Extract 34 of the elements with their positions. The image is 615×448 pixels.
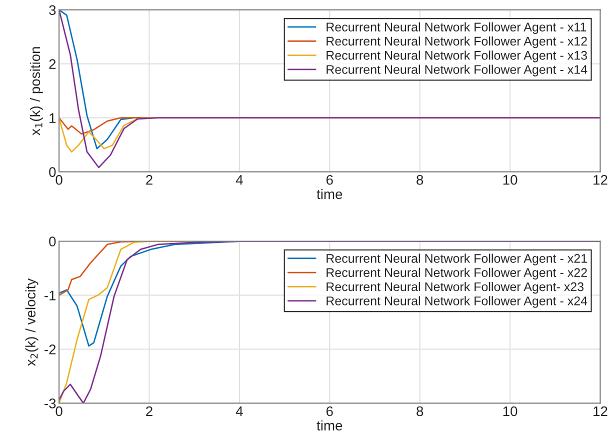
x-tick-label: 6 (326, 406, 333, 416)
y-tick-label: 2 (49, 59, 56, 69)
legend-label: Recurrent Neural Network Follower Agent - x22 (326, 268, 587, 280)
x-tick-label: 0 (56, 174, 62, 185)
legend-label: Recurrent Neural Network Follower Agent - x24 (326, 296, 588, 308)
legend-label: Recurrent Neural Network Follower Agent- x23 (326, 282, 584, 294)
y-axis-title: x$_{2}$(k) / velocity (25, 278, 38, 366)
x-tick-label: 0 (56, 406, 62, 416)
legend-label: Recurrent Neural Network Follower Agent - x11 (326, 22, 586, 34)
x-axis-title: time (316, 188, 342, 200)
x-tick-label: 12 (594, 406, 608, 416)
x-tick-label: 12 (594, 174, 608, 185)
legend-label: Recurrent Neural Network Follower Agent - x12 (326, 36, 587, 48)
y-tick-label: -1 (44, 290, 56, 300)
x-tick-label: 4 (236, 406, 243, 416)
y-tick-label: 1 (50, 113, 56, 123)
legend-label: Recurrent Neural Network Follower Agent - x14 (326, 64, 588, 76)
x-tick-label: 8 (416, 174, 424, 185)
x-tick-label: 4 (236, 175, 243, 185)
y-tick-label: 3 (49, 5, 56, 16)
x-tick-label: 10 (503, 174, 518, 185)
x-tick-label: 2 (146, 406, 152, 416)
x-axis-title: time (316, 420, 342, 431)
x-tick-label: 2 (146, 174, 152, 185)
y-tick-label: 0 (49, 167, 56, 177)
x-tick-label: 6 (326, 174, 333, 185)
legend-label: Recurrent Neural Network Follower Agent - x21 (326, 254, 587, 266)
y-tick-label: -3 (44, 398, 56, 408)
x-tick-label: 10 (503, 406, 518, 416)
x-tick-label: 8 (416, 406, 424, 416)
y-tick-label: 0 (49, 236, 56, 246)
y-axis-title: x$_{1}$(k) / position (30, 47, 43, 136)
legend-label: Recurrent Neural Network Follower Agent - x13 (326, 50, 587, 62)
y-tick-label: -2 (44, 344, 56, 354)
